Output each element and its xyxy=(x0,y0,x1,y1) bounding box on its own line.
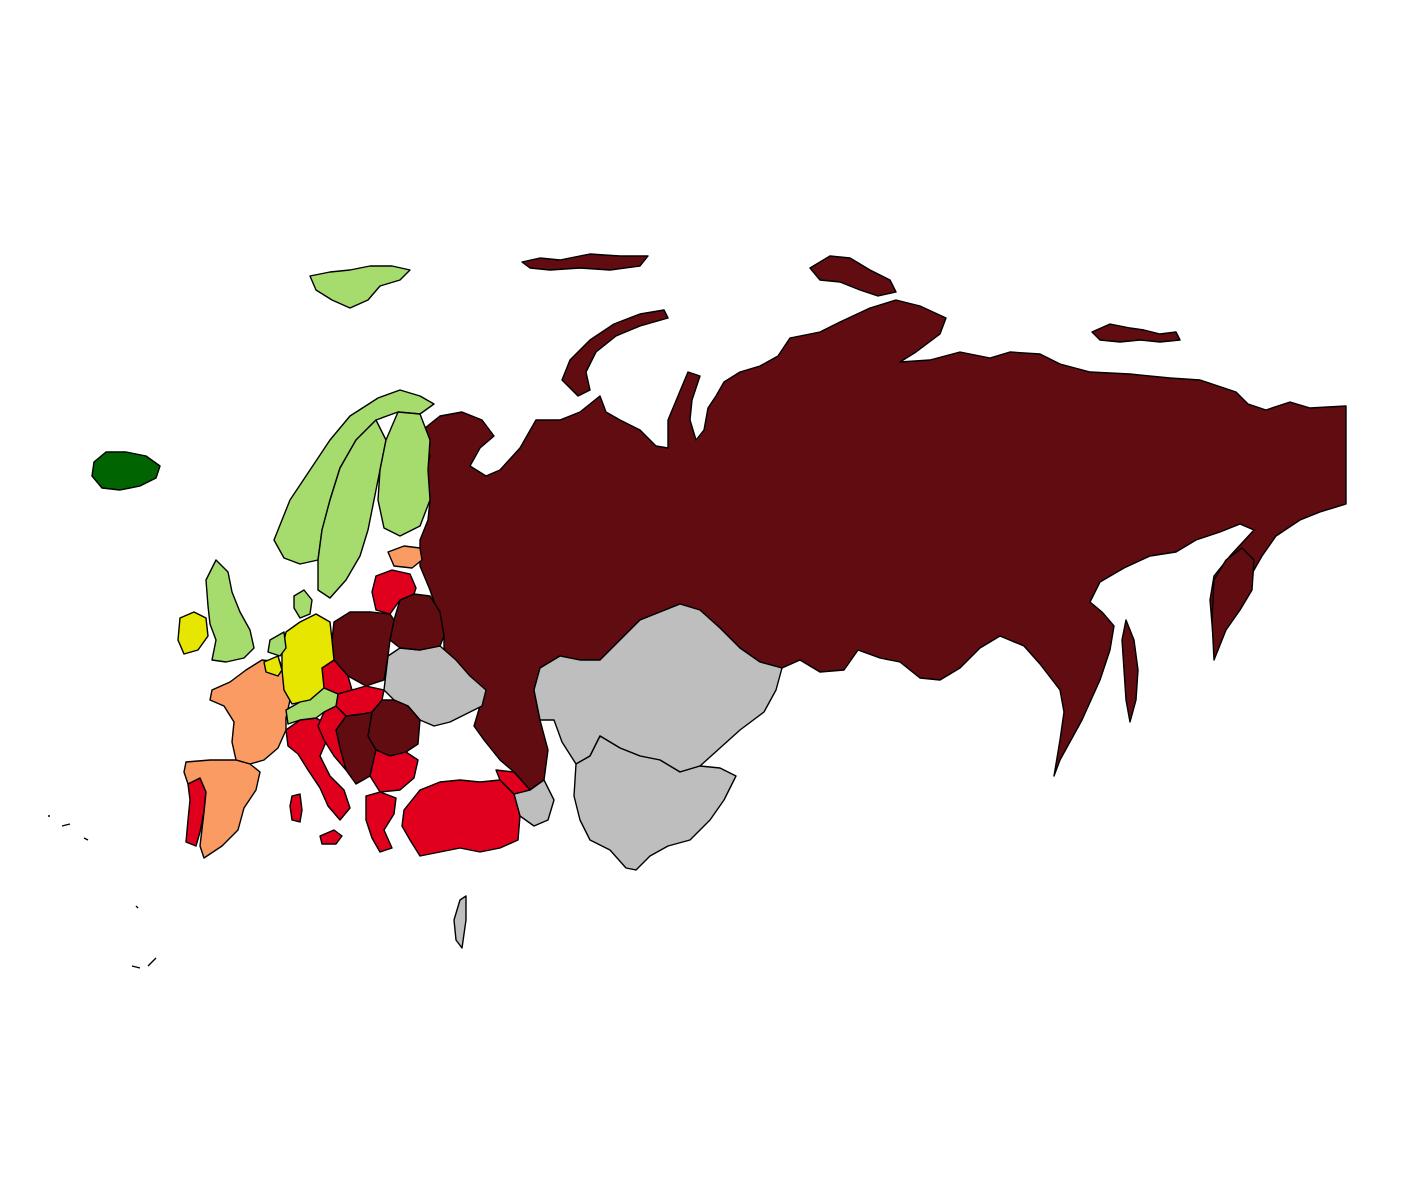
region-spain xyxy=(183,759,261,859)
region-baltics xyxy=(371,569,417,615)
region-sakhalin xyxy=(1121,619,1139,723)
region-georgia xyxy=(495,769,531,795)
region-azores xyxy=(48,815,157,969)
region-bulgaria xyxy=(369,749,419,793)
region-kazakhstan xyxy=(533,603,783,773)
region-central-asia xyxy=(573,735,737,871)
region-estonia xyxy=(387,545,423,569)
region-kamchatka xyxy=(1211,547,1255,661)
region-belgium xyxy=(263,655,283,677)
region-iceland xyxy=(91,451,161,491)
region-cyprus-israel xyxy=(453,895,467,949)
region-croatia xyxy=(317,705,347,771)
region-germany xyxy=(281,613,335,705)
region-united-kingdom xyxy=(205,559,255,663)
region-netherlands xyxy=(267,631,287,657)
region-svalbard xyxy=(309,265,411,309)
region-turkey xyxy=(401,779,521,857)
region-france xyxy=(209,659,291,765)
region-greece xyxy=(365,791,397,853)
region-novaya-zemlya xyxy=(561,309,669,397)
region-severnaya-zemlya xyxy=(809,255,897,297)
region-new-siberian-islands xyxy=(1091,323,1181,343)
region-ireland xyxy=(177,611,209,655)
region-sardinia xyxy=(289,793,303,823)
region-finland xyxy=(377,411,431,537)
region-denmark xyxy=(293,589,313,619)
region-franz-josef-land xyxy=(521,253,649,271)
region-switzerland-austria xyxy=(285,687,339,725)
region-sicily xyxy=(319,829,343,845)
